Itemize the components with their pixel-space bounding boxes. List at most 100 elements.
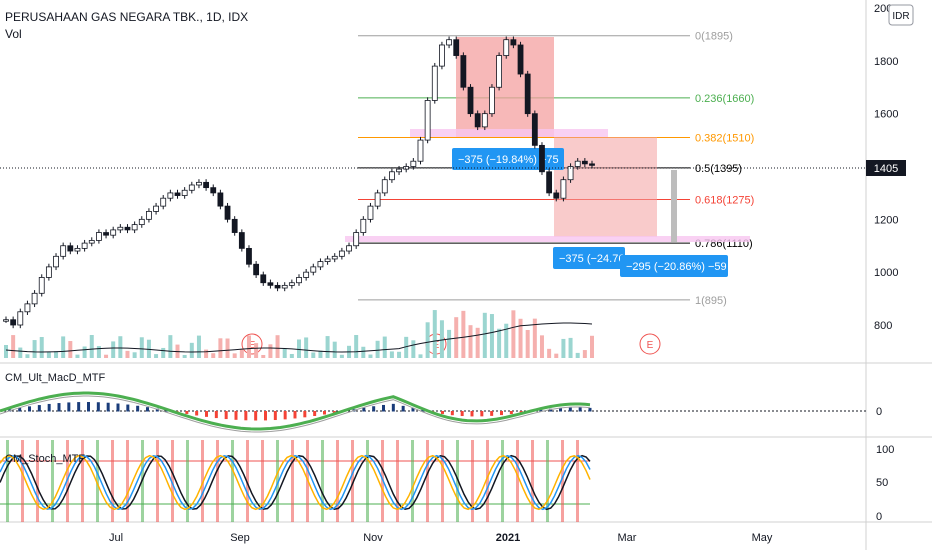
candle-body (146, 211, 152, 220)
macd-histogram-bar (401, 405, 405, 412)
stoch-signal-bar (576, 440, 579, 522)
stoch-signal-bar (411, 440, 414, 522)
candle-body (581, 160, 588, 165)
earnings-marker-label: E (647, 340, 654, 351)
currency-badge[interactable] (888, 4, 914, 26)
macd-histogram-bar (500, 411, 503, 416)
candle-body (553, 192, 560, 199)
volume-bar (182, 354, 187, 358)
stoch-line (0, 454, 591, 511)
symbol-title: PERUSAHAAN GAS NEGARA TBK., 1D, IDX (5, 10, 248, 24)
macd-histogram-bar (234, 411, 238, 420)
time-tick-label: May (752, 532, 773, 544)
candle-body (346, 245, 352, 252)
candle-body (589, 163, 595, 166)
measure-label-text: −375 (−19.84%) −75 (458, 154, 559, 166)
volume-bar (382, 336, 387, 358)
volume-bar (18, 347, 23, 358)
volume-bar (118, 336, 123, 358)
stoch-signal-bar (96, 440, 99, 522)
volume-bar (11, 335, 16, 358)
volume-bar (82, 346, 87, 358)
candle-body (110, 229, 117, 236)
macd-histogram-bar (480, 411, 484, 417)
volume-bar (547, 348, 552, 358)
volume-bar (561, 338, 566, 358)
stoch-signal-bar (171, 440, 174, 522)
macd-histogram-bar (146, 407, 149, 412)
macd-histogram-bar (450, 411, 454, 416)
macd-axis-label: 0 (876, 406, 882, 418)
volume-bar (168, 335, 173, 358)
macd-histogram-bar (323, 411, 326, 415)
stoch-signal-bar (426, 440, 429, 522)
candle-body (331, 255, 338, 260)
volume-bar (432, 310, 437, 358)
candle-body (167, 192, 174, 199)
volume-bar (132, 352, 137, 358)
volume-bar (489, 314, 494, 358)
macd-histogram-bar (37, 405, 41, 412)
candle-body (439, 44, 445, 67)
volume-bar (218, 338, 223, 358)
stoch-signal-bar (321, 440, 324, 522)
stoch-signal-bar (6, 440, 9, 522)
macd-histogram-bar (28, 406, 31, 412)
candle-body (31, 292, 38, 305)
volume-bar (404, 336, 409, 358)
candle-body (360, 218, 367, 233)
volume-bar (389, 351, 394, 358)
stoch-signal-bar (246, 440, 249, 522)
candle-body (238, 232, 245, 249)
price-tick-label: 1600 (874, 109, 898, 121)
candle-body (117, 226, 124, 231)
macd-histogram-bar (47, 403, 51, 412)
macd-label: CM_Ult_MacD_MTF (5, 372, 106, 384)
candle-body (567, 166, 574, 181)
macd-histogram-bar (77, 402, 81, 412)
drawing-shapes[interactable]: EEE−375 (−19.84%) −75−375 (−24.76−295 (−… (241, 37, 750, 355)
candle-body (574, 160, 581, 167)
volume-bar (239, 349, 244, 358)
candle-body (267, 282, 274, 286)
candle-body (531, 113, 538, 146)
stoch-label: CM_Stoch_MTF (5, 453, 85, 465)
volume-bar (318, 350, 323, 358)
candle-body (138, 218, 145, 226)
macd-histogram-bar (87, 402, 90, 412)
volume-bar (539, 335, 544, 358)
candle-body (74, 247, 81, 252)
candle-body (224, 205, 231, 220)
macd-histogram-bar (313, 411, 317, 416)
time-tick-label: Jul (109, 532, 123, 544)
volume-bar (139, 337, 144, 358)
macd-histogram-bar (106, 402, 110, 412)
support-zone (345, 236, 750, 242)
fib-level-label: 0.618(1275) (695, 195, 754, 207)
price-tick-label: 1200 (874, 214, 898, 226)
candle-body (524, 73, 531, 115)
volume-bar (575, 352, 580, 358)
candle-body (303, 271, 310, 278)
volume-bar (482, 312, 487, 358)
candle-body (131, 224, 138, 231)
volume-bar (261, 354, 266, 358)
macd-histogram-bar (509, 411, 513, 415)
current-price-label: 1405 (874, 163, 898, 175)
volume-bar (354, 335, 359, 358)
fib-level-label: 0.382(1510) (695, 132, 754, 144)
price-tick-label: 800 (874, 320, 892, 332)
macd-histogram-bar (372, 406, 376, 412)
volume-bar (339, 354, 344, 358)
candle-body (203, 181, 209, 189)
candle-body (510, 39, 517, 46)
candle-body (153, 205, 159, 212)
volume-bar (68, 341, 73, 358)
volume-bar (275, 335, 280, 358)
stoch-signal-bar (351, 440, 354, 522)
candle-body (60, 245, 67, 257)
candle-body (560, 179, 567, 199)
stoch-signal-bar (486, 440, 489, 522)
candle-body (88, 240, 95, 244)
candle-body (96, 232, 102, 241)
